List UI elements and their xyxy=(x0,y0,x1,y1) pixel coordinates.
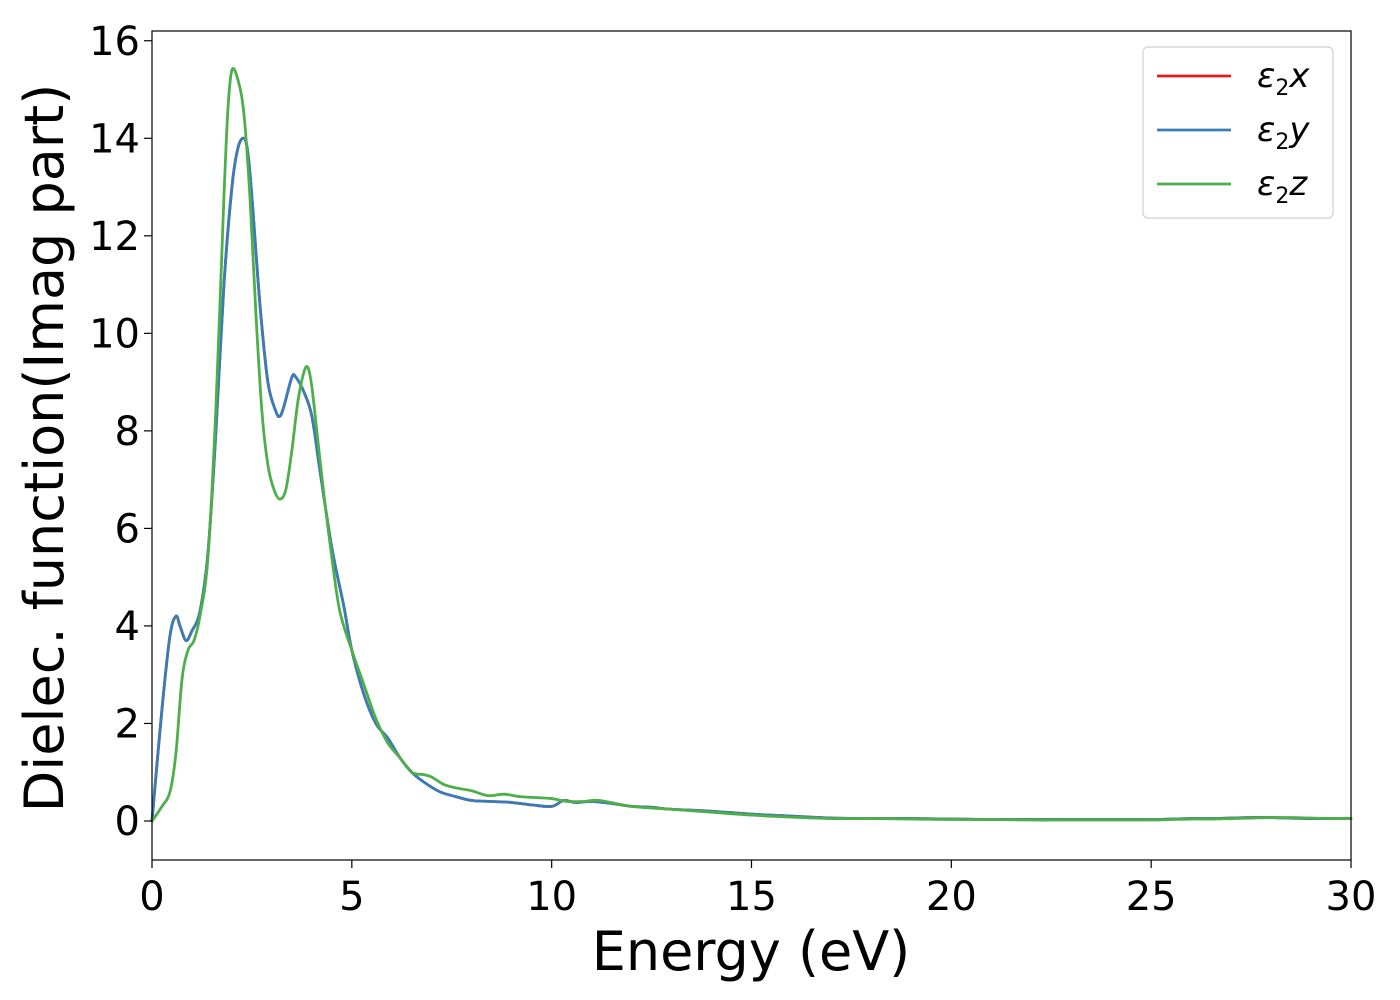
x-tick-label: 25 xyxy=(1126,874,1177,920)
y-tick-label: 10 xyxy=(89,311,140,357)
legend-label: ε2z xyxy=(1257,164,1308,209)
legend-box xyxy=(1142,46,1334,219)
series-line-1 xyxy=(150,136,1353,823)
y-axis-title: Dielec. function(Imag part) xyxy=(13,84,76,813)
y-tick-label: 2 xyxy=(115,701,140,747)
x-tick-label: 0 xyxy=(139,874,164,920)
series-line-0 xyxy=(150,136,1353,823)
x-axis-title: Energy (eV) xyxy=(592,920,911,983)
x-tick-label: 15 xyxy=(726,874,777,920)
legend: ε2x ε2y ε2z xyxy=(1142,46,1334,219)
x-axis-ticks: 0 5 10 15 20 25 30 xyxy=(139,860,1376,920)
x-tick-label: 5 xyxy=(339,874,364,920)
y-tick-label: 12 xyxy=(89,214,140,260)
y-axis-ticks: 0 2 4 6 8 10 12 14 16 xyxy=(89,19,152,845)
legend-label: ε2x xyxy=(1257,56,1310,101)
x-tick-label: 10 xyxy=(526,874,577,920)
legend-label: ε2y xyxy=(1257,110,1310,155)
legend-items: ε2x ε2y ε2z xyxy=(1157,56,1310,209)
y-tick-label: 14 xyxy=(89,116,140,162)
y-tick-label: 8 xyxy=(115,409,140,455)
y-tick-label: 6 xyxy=(115,506,140,552)
y-tick-label: 4 xyxy=(115,604,140,650)
series-line-2 xyxy=(150,67,1353,823)
series-layer xyxy=(150,67,1353,823)
y-tick-label: 0 xyxy=(115,799,140,845)
y-tick-label: 16 xyxy=(89,19,140,65)
x-tick-label: 20 xyxy=(926,874,977,920)
x-tick-label: 30 xyxy=(1326,874,1377,920)
